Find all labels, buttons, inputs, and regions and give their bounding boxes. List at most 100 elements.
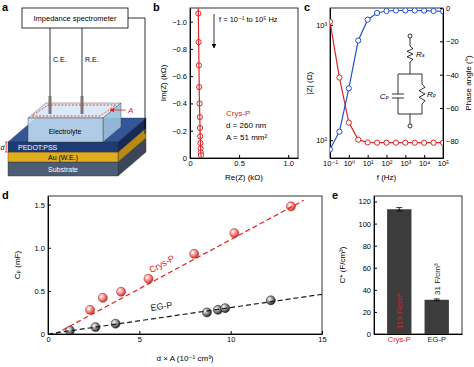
tick-mark bbox=[405, 155, 406, 158]
tick: −1.0 bbox=[172, 18, 193, 27]
plot-frame bbox=[190, 8, 298, 158]
y-axis-line bbox=[330, 9, 331, 159]
tick-label: −80 bbox=[446, 137, 459, 146]
tick-mark bbox=[440, 108, 443, 109]
data-point bbox=[384, 8, 389, 13]
tick: −40 bbox=[440, 71, 459, 80]
tick-label: 10⁴ bbox=[419, 159, 431, 168]
panel: 0 20 40 60 80 100 120 Crys-P EG-P bbox=[358, 196, 462, 344]
tick-mark bbox=[322, 331, 323, 334]
box-label: Impedance spectrometer bbox=[34, 14, 117, 23]
tick-mark bbox=[374, 290, 377, 291]
y2-axis: 0−20−40−60−80 bbox=[440, 4, 459, 159]
layer-label: Electrolyte bbox=[49, 128, 82, 136]
tick-label: 40 bbox=[363, 286, 371, 295]
y-axis-title: C* (F/cm³) bbox=[338, 246, 347, 283]
data-point bbox=[346, 120, 351, 125]
data-point bbox=[330, 147, 333, 152]
circuit-label: Cₚ bbox=[380, 92, 390, 101]
tick-label: EG-P bbox=[428, 335, 446, 344]
tick-label: 5 bbox=[138, 335, 142, 344]
circuit-wire bbox=[392, 38, 425, 124]
tick-mark bbox=[288, 155, 289, 158]
terminal bbox=[408, 124, 412, 128]
data-point bbox=[330, 19, 333, 24]
tick-mark bbox=[190, 49, 193, 50]
area-label: A bbox=[127, 106, 133, 115]
panel: 05101500.51.01.5 bbox=[35, 196, 327, 344]
x-axis: 00.51.0 bbox=[188, 155, 298, 168]
tick-label: 0.5 bbox=[234, 159, 244, 168]
panel-label: d bbox=[2, 189, 9, 201]
tick-mark bbox=[440, 41, 443, 42]
tick-label: −1.0 bbox=[172, 18, 187, 27]
pedot-layer-side bbox=[118, 118, 146, 152]
series-label: EG-P bbox=[150, 300, 173, 313]
tick: 10 bbox=[227, 331, 235, 344]
tick: 20 bbox=[363, 308, 377, 317]
tick-label: −0.4 bbox=[172, 99, 187, 108]
tick-mark bbox=[368, 155, 369, 158]
bar bbox=[387, 209, 411, 334]
tick-label: 10 bbox=[227, 335, 235, 344]
annotation: f = 10⁻¹ to 10⁵ Hz bbox=[219, 15, 278, 24]
tick: 80 bbox=[363, 242, 377, 251]
tick-mark bbox=[374, 224, 377, 225]
series-line bbox=[330, 22, 443, 143]
tick: −0.2 bbox=[172, 127, 193, 136]
tick-mark bbox=[190, 76, 193, 77]
tick: 1.0 bbox=[283, 155, 293, 168]
data-point bbox=[98, 293, 107, 302]
tick-label: 120 bbox=[358, 197, 371, 206]
frequency-arrow bbox=[214, 14, 215, 48]
circuit-label: Rₛ bbox=[416, 50, 425, 59]
tick-mark bbox=[190, 158, 193, 159]
data-point bbox=[374, 140, 379, 145]
data-point bbox=[384, 140, 389, 145]
tick: 1.5 bbox=[35, 201, 51, 210]
figure: SubstrateAu (W.E.)PEDOT:PSSElectrolyteIm… bbox=[0, 0, 474, 367]
x-axis-title: d × A (10⁻¹ cm³) bbox=[157, 354, 214, 363]
plot-area bbox=[48, 200, 322, 334]
y-axis-title: Im(Z) (kΩ) bbox=[159, 64, 168, 101]
tick-label: 0 bbox=[367, 330, 371, 339]
circuit-inset: RₛCₚRₚ bbox=[380, 34, 437, 128]
series-line bbox=[55, 200, 303, 334]
tick: 5 bbox=[138, 331, 142, 344]
tick-label: 0 bbox=[183, 154, 187, 163]
electrolyte-layer-front bbox=[28, 118, 103, 142]
data-point bbox=[393, 8, 398, 13]
data-point bbox=[266, 296, 275, 305]
tick-label: 100 bbox=[358, 220, 371, 229]
series-label: Crys-P bbox=[147, 253, 176, 275]
electrode-label: C.E. bbox=[53, 56, 67, 63]
x-axis-title: Re(Z) (kΩ) bbox=[225, 173, 263, 182]
area-outline bbox=[32, 105, 116, 116]
tick-label: 15 bbox=[318, 335, 326, 344]
tick-label: −20 bbox=[446, 37, 459, 46]
tick-label: Crys-P bbox=[388, 335, 411, 344]
data-point bbox=[440, 140, 443, 145]
tick-mark bbox=[440, 75, 443, 76]
tick-label: 0.5 bbox=[35, 287, 45, 296]
tick-label: 60 bbox=[363, 264, 371, 273]
data-point bbox=[422, 8, 427, 13]
tick: 15 bbox=[318, 331, 326, 344]
data-point bbox=[440, 9, 443, 14]
electrolyte-layer-side bbox=[103, 103, 121, 142]
y-axis-title: |Z| (Ω) bbox=[305, 71, 314, 94]
substrate-layer-front bbox=[8, 162, 118, 176]
tick-label: −60 bbox=[446, 104, 459, 113]
data-label: 113 F/cm³ bbox=[395, 293, 404, 329]
series-line bbox=[330, 11, 443, 150]
data-point bbox=[346, 86, 351, 91]
panel-label: b bbox=[153, 1, 160, 13]
tick: 120 bbox=[358, 197, 377, 206]
x-axis: 051015 bbox=[46, 331, 326, 344]
tick-label: 10¹ bbox=[363, 159, 374, 168]
tick-label: −0.8 bbox=[172, 45, 187, 54]
tick-label: 20 bbox=[363, 308, 371, 317]
data-point bbox=[412, 8, 417, 13]
panel: 10⁻¹10⁰10¹10²10³10⁴10⁵10²10³0−20−40−60−8… bbox=[316, 4, 459, 168]
data-point bbox=[422, 140, 427, 145]
